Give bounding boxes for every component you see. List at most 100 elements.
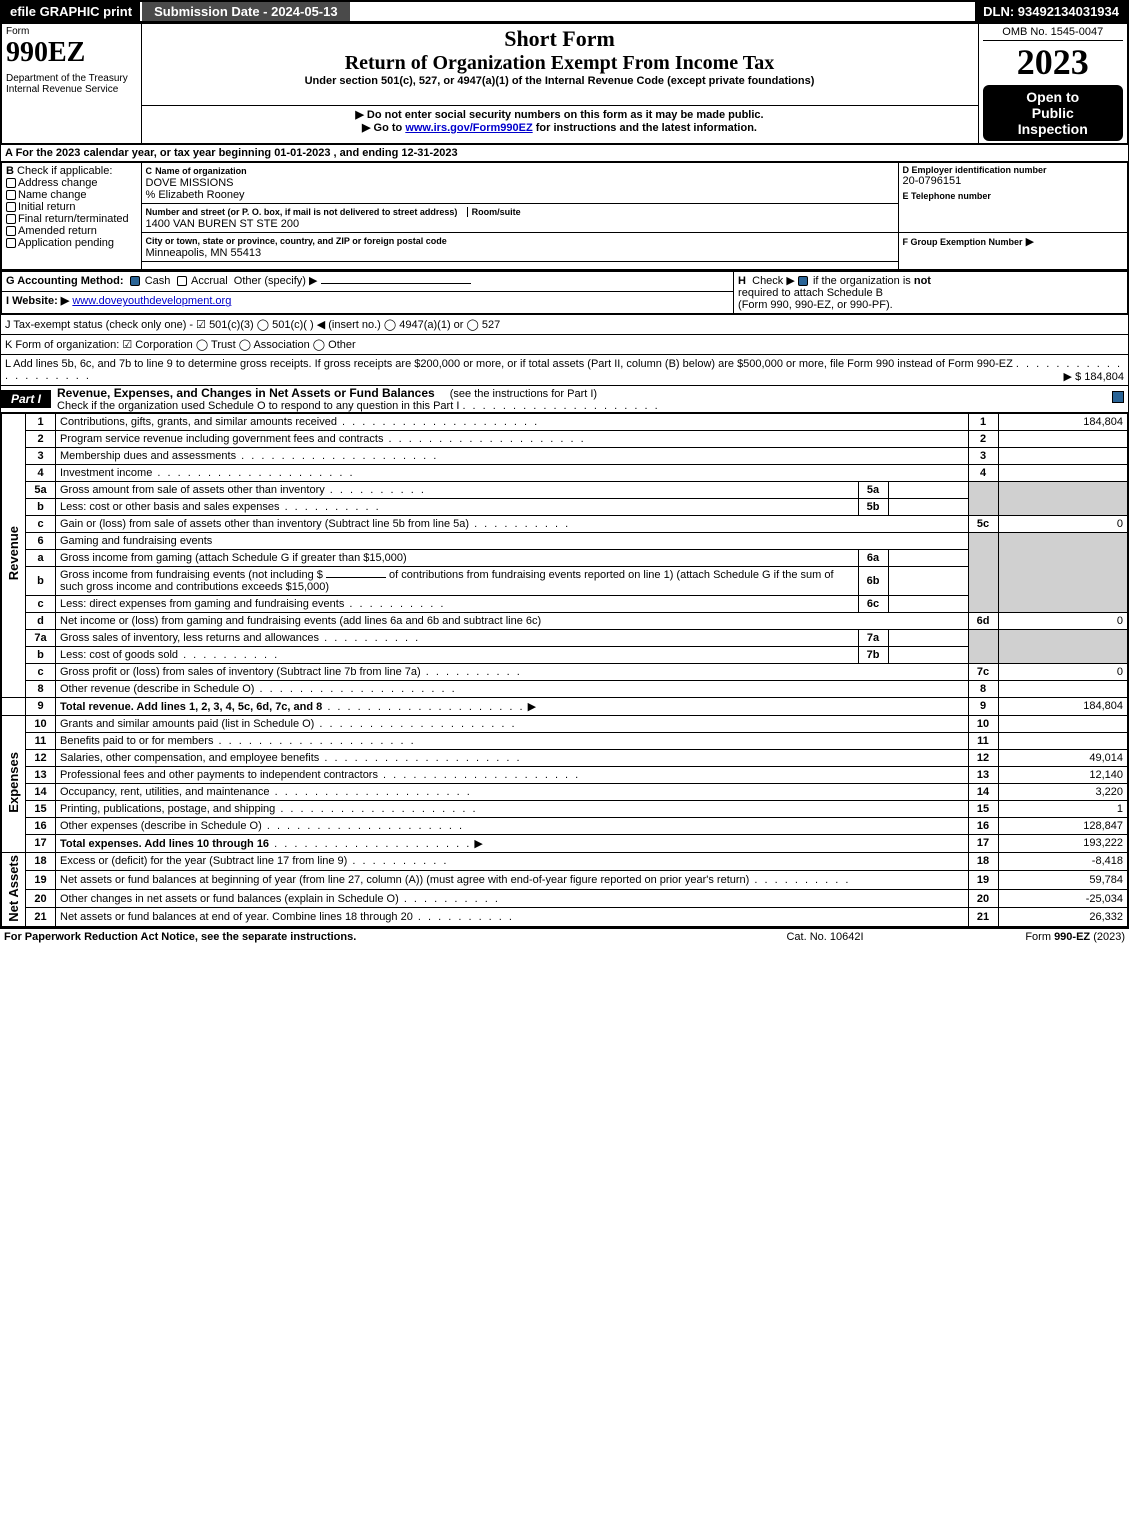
goto-prefix: ▶ Go to	[362, 122, 405, 134]
ln12-rn: 12	[968, 749, 998, 766]
ln1-num: 1	[26, 413, 56, 430]
vlabel-netassets: Net Assets	[1, 852, 26, 927]
omb-number: OMB No. 1545-0047	[983, 26, 1124, 41]
part1-paren: (see the instructions for Part I)	[444, 388, 597, 400]
ln15-text: Printing, publications, postage, and shi…	[60, 803, 275, 815]
chk-address-change[interactable]	[6, 178, 16, 188]
ln8-text: Other revenue (describe in Schedule O)	[60, 683, 254, 695]
ln7b-mv	[888, 646, 968, 663]
ln12-rv: 49,014	[998, 749, 1128, 766]
part1-dots	[462, 400, 659, 412]
lbl-name: Name change	[18, 189, 87, 201]
ln12-text: Salaries, other compensation, and employ…	[60, 752, 319, 764]
part1-title: Revenue, Expenses, and Changes in Net As…	[51, 384, 441, 402]
ln5b-num: b	[26, 498, 56, 515]
ln5c-rv: 0	[998, 515, 1128, 532]
ln21-dots	[413, 911, 514, 923]
ln15-dots	[275, 803, 477, 815]
i-label: I Website: ▶	[6, 295, 69, 307]
vlabel-rev-end	[1, 697, 26, 715]
ln5b-desc: Less: cost or other basis and sales expe…	[56, 498, 859, 515]
ln12-num: 12	[26, 749, 56, 766]
row-g: G Accounting Method: Cash Accrual Other …	[1, 271, 734, 292]
ln19-rv: 59,784	[998, 871, 1128, 890]
ln6b-num: b	[26, 566, 56, 595]
ln16-num: 16	[26, 817, 56, 834]
ln21-num: 21	[26, 908, 56, 927]
ln3-rn: 3	[968, 447, 998, 464]
part1-tag: Part I	[1, 390, 51, 408]
short-form-title: Short Form	[146, 26, 974, 52]
ln10-rn: 10	[968, 715, 998, 732]
chk-final[interactable]	[6, 214, 16, 224]
lbl-pending: Application pending	[18, 237, 114, 249]
ln18-rv: -8,418	[998, 852, 1128, 871]
org-name: DOVE MISSIONS	[146, 177, 234, 189]
footer-r2: 990-EZ	[1054, 931, 1090, 943]
chk-accrual[interactable]	[177, 276, 187, 286]
dln: DLN: 93492134031934	[975, 2, 1127, 21]
ln7ab-shade-rv	[998, 629, 1128, 663]
irs-link[interactable]: www.irs.gov/Form990EZ	[405, 122, 532, 134]
ln2-text: Program service revenue including govern…	[60, 433, 383, 445]
open-inspection-box: Open to Public Inspection	[983, 85, 1124, 141]
ln6d-desc: Net income or (loss) from gaming and fun…	[56, 612, 969, 629]
ln7b-mn: 7b	[858, 646, 888, 663]
ln6d-rn: 6d	[968, 612, 998, 629]
ln16-text: Other expenses (describe in Schedule O)	[60, 820, 262, 832]
ln6c-mv	[888, 595, 968, 612]
ln5b-mv	[888, 498, 968, 515]
ln20-dots	[399, 893, 500, 905]
ln6b-desc: Gross income from fundraising events (no…	[56, 566, 859, 595]
ln16-dots	[262, 820, 464, 832]
ln9-rn: 9	[968, 697, 998, 715]
ln6a-mv	[888, 549, 968, 566]
ln9-text: Total revenue. Add lines 1, 2, 3, 4, 5c,…	[60, 701, 322, 713]
website-link[interactable]: www.doveyouthdevelopment.org	[72, 295, 231, 307]
other-specify-input[interactable]	[321, 283, 471, 284]
ln6b-blank[interactable]	[326, 577, 386, 578]
ln7c-rn: 7c	[968, 663, 998, 680]
l-amount: ▶ $ 184,804	[1064, 370, 1124, 383]
ln15-num: 15	[26, 800, 56, 817]
f-label: F Group Exemption Number	[903, 237, 1023, 247]
ln3-num: 3	[26, 447, 56, 464]
chk-cash[interactable]	[130, 276, 140, 286]
ln18-dots	[347, 855, 448, 867]
ln21-rv: 26,332	[998, 908, 1128, 927]
ln9-desc: Total revenue. Add lines 1, 2, 3, 4, 5c,…	[56, 697, 969, 715]
ln17-rn: 17	[968, 834, 998, 852]
footer-r1: Form	[1025, 931, 1054, 943]
ein-value: 20-0796151	[903, 175, 1124, 187]
efile-print[interactable]: efile GRAPHIC print	[2, 2, 140, 21]
h-check-text: Check ▶	[752, 275, 795, 287]
b-check-if: Check if applicable:	[17, 165, 112, 177]
ln6c-num: c	[26, 595, 56, 612]
ln5b-text: Less: cost or other basis and sales expe…	[60, 501, 280, 513]
ln5b-dots	[280, 501, 381, 513]
chk-h[interactable]	[798, 276, 808, 286]
ln7b-dots	[178, 649, 279, 661]
row-k: K Form of organization: ☑ Corporation ◯ …	[0, 335, 1129, 355]
ln5c-text: Gain or (loss) from sale of assets other…	[60, 518, 469, 530]
box-b: B Check if applicable: Address change Na…	[1, 163, 141, 270]
page-footer: For Paperwork Reduction Act Notice, see …	[0, 928, 1129, 945]
ln4-desc: Investment income	[56, 464, 969, 481]
lbl-final: Final return/terminated	[18, 213, 129, 225]
ln6b-mv	[888, 566, 968, 595]
part1-schedule-o-check[interactable]	[1112, 391, 1124, 403]
ln18-rn: 18	[968, 852, 998, 871]
ln8-desc: Other revenue (describe in Schedule O)	[56, 680, 969, 697]
goto-suffix: for instructions and the latest informat…	[536, 122, 757, 134]
chk-pending[interactable]	[6, 238, 16, 248]
ln20-rv: -25,034	[998, 889, 1128, 908]
chk-initial[interactable]	[6, 202, 16, 212]
lbl-other: Other (specify) ▶	[234, 275, 318, 287]
ln12-desc: Salaries, other compensation, and employ…	[56, 749, 969, 766]
ln7c-num: c	[26, 663, 56, 680]
chk-name-change[interactable]	[6, 190, 16, 200]
ln14-rn: 14	[968, 783, 998, 800]
ln3-dots	[236, 450, 438, 462]
chk-amended[interactable]	[6, 226, 16, 236]
b-label: B	[6, 165, 14, 177]
